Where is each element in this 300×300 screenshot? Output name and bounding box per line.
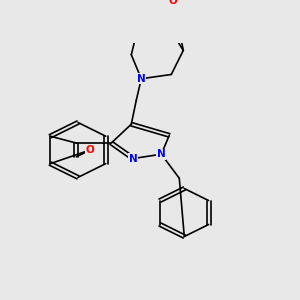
Text: N: N xyxy=(137,74,146,84)
Text: N: N xyxy=(157,149,166,159)
Text: O: O xyxy=(86,145,95,155)
Text: O: O xyxy=(169,0,178,6)
Text: N: N xyxy=(129,154,138,164)
